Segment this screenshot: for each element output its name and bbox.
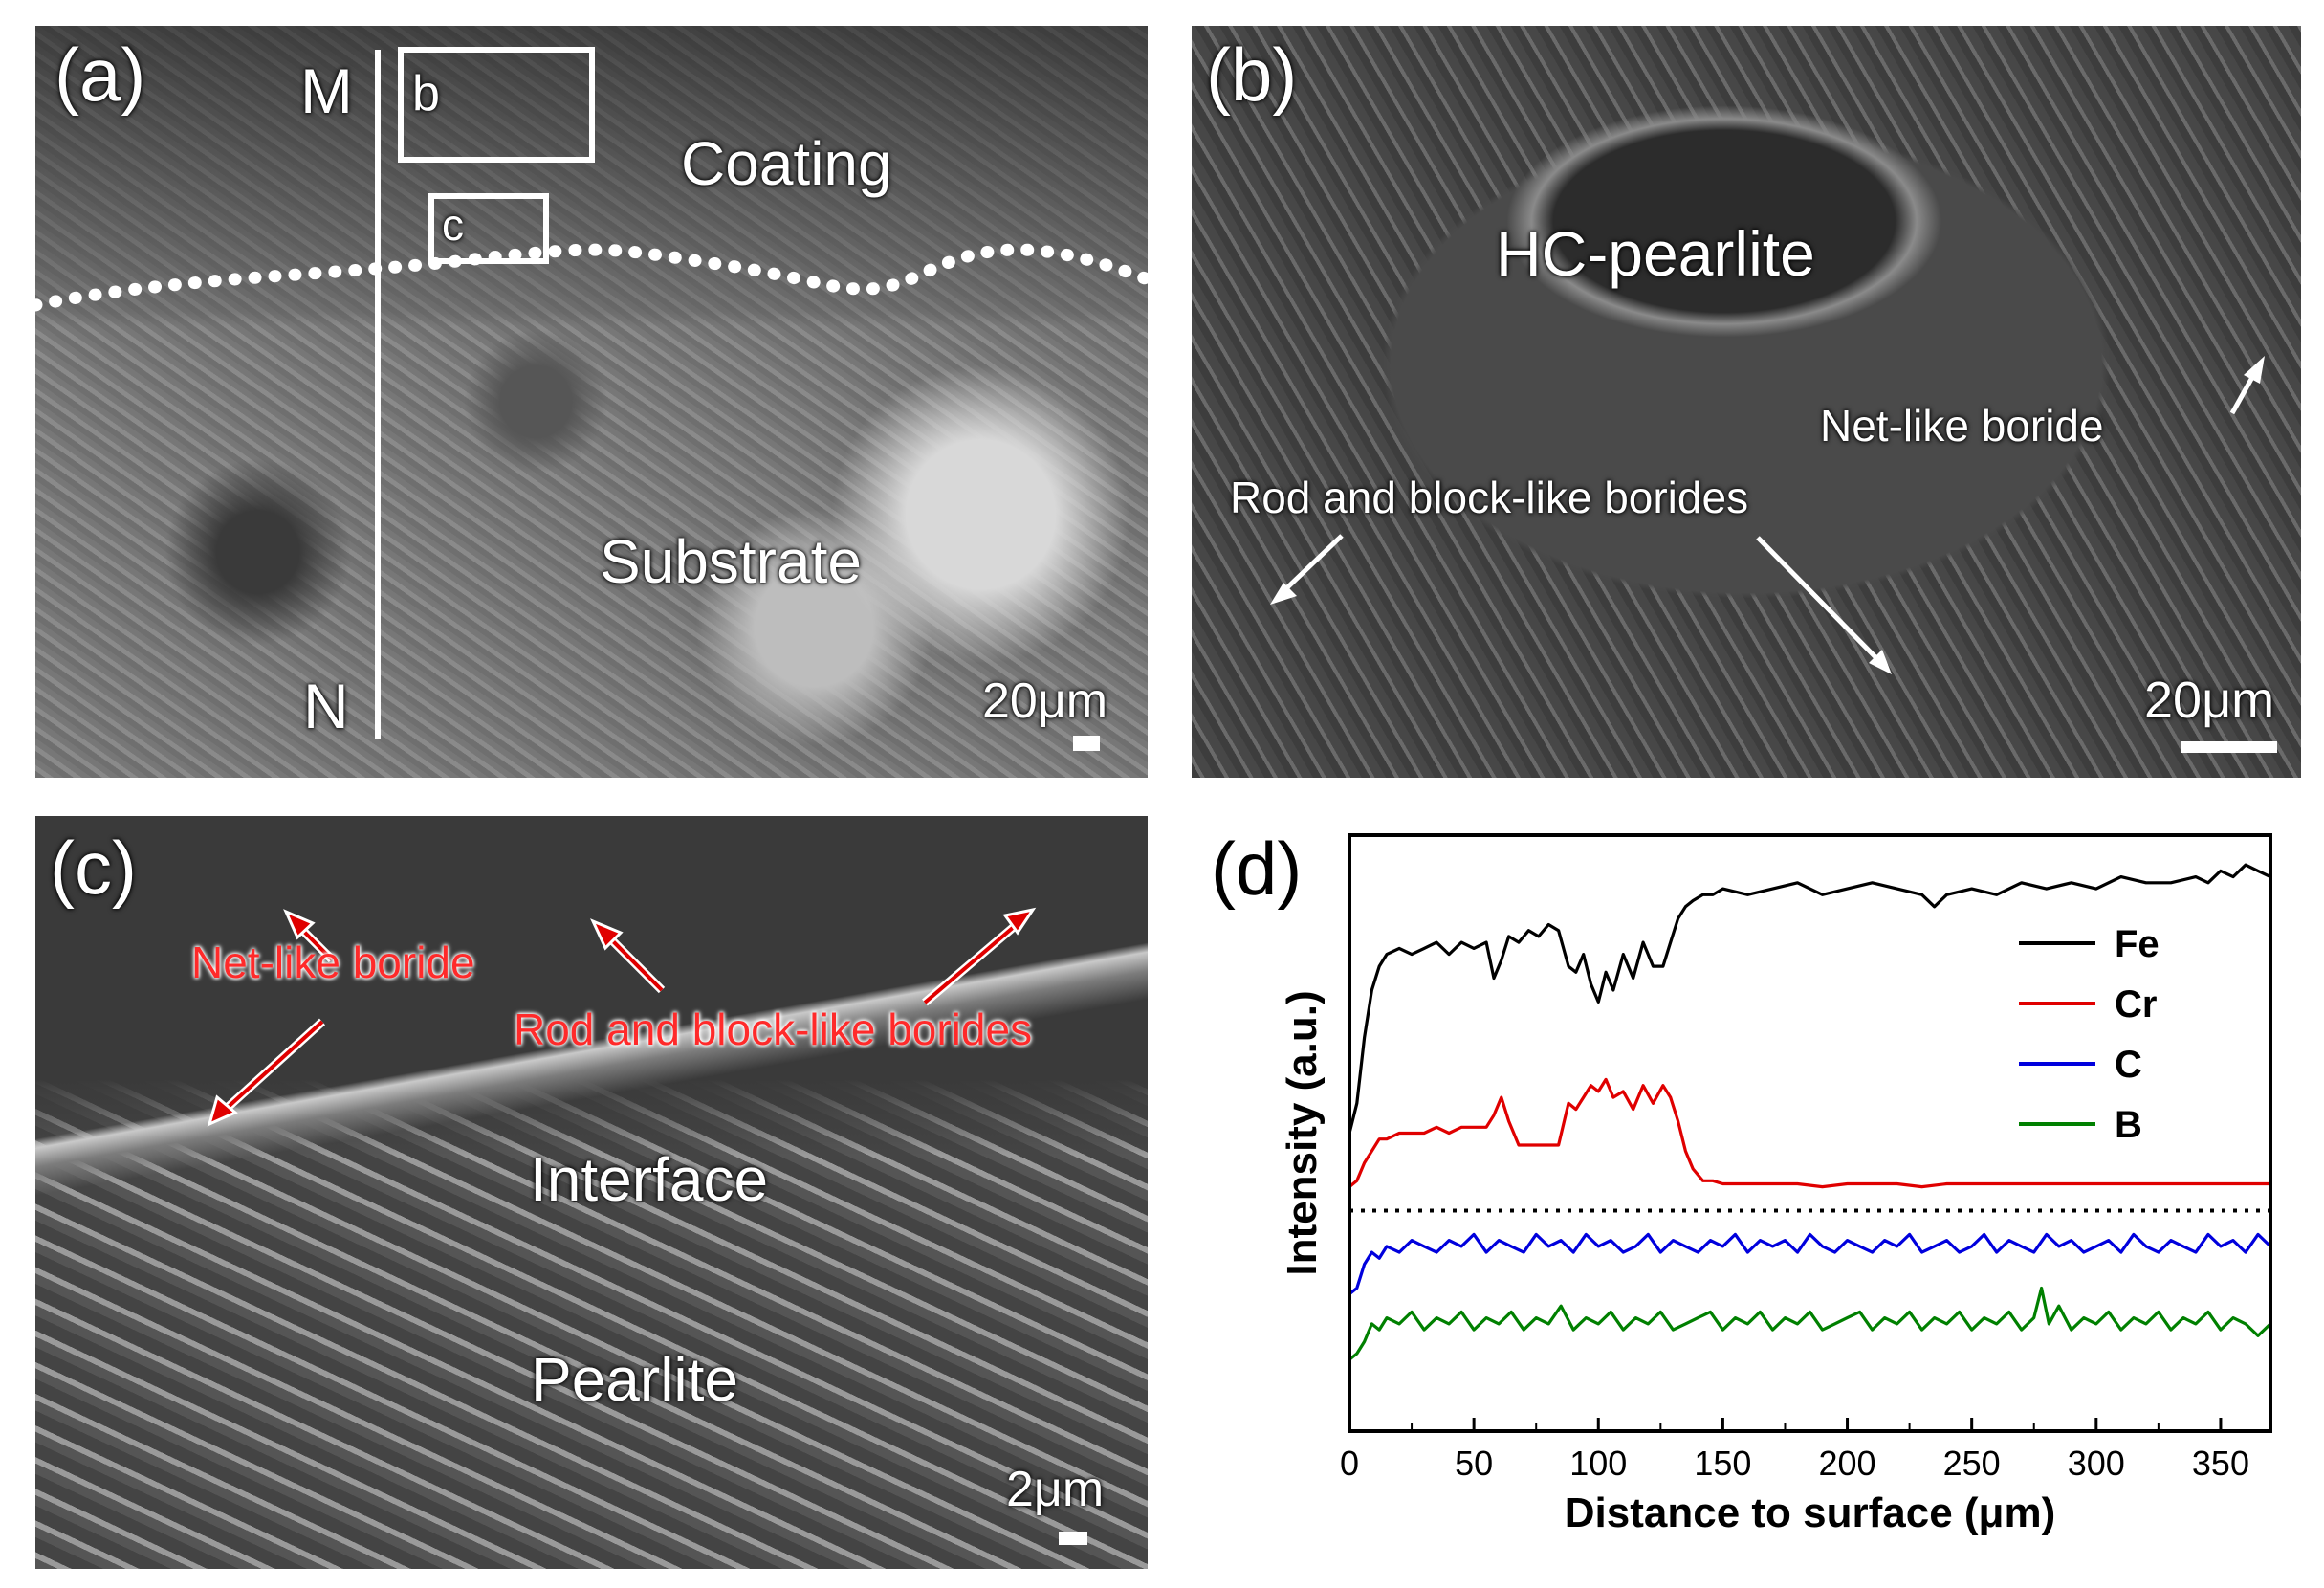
net-boride-label: Net-like boride [1820,401,2104,451]
coating-boundary-dots [35,243,1148,312]
panel-b-overlay [1270,356,2277,753]
x-axis-label: Distance to surface (μm) [1565,1489,2056,1536]
substrate-label: Substrate [600,527,862,596]
scale-bar-a [1073,736,1100,751]
x-tick-label-150: 150 [1694,1444,1751,1483]
scale-label-a: 20μm [982,673,1108,729]
x-tick-label-250: 250 [1943,1444,2001,1483]
x-tick-label-350: 350 [2192,1444,2249,1483]
x-tick-label-100: 100 [1569,1444,1627,1483]
net-boride-label-c: Net-like boride [191,937,475,987]
box-b-label: b [412,66,440,121]
legend-label-cr: Cr [2115,983,2157,1026]
panel-c-overlay [207,907,1087,1545]
axes-group: 0 50 100 150 200 250 300 350 Distance to surface… [1279,833,2272,1536]
line-end-label: N [303,671,349,741]
arrow-rod-boride-left [1281,534,1344,594]
y-axis-label: Intensity (a.u.) [1279,990,1326,1275]
plot-frame [1348,833,2272,1433]
rod-boride-label: Rod and block-like borides [1230,473,1749,522]
hc-pearlite-label: HC-pearlite [1496,218,1815,289]
interface-label: Interface [530,1145,769,1214]
panel-b-letter: (b) [1206,33,1298,117]
sem-image-a: (a) M N b c Coating Substrate 20μm [35,26,1148,778]
panel-c-letter: (c) [50,826,137,910]
x-tick-label-200: 200 [1819,1444,1876,1483]
panel-a-letter: (a) [55,33,146,117]
series-line-fe [1348,863,2271,1134]
arrow-rod-boride-right [1756,536,1882,664]
series-line-b [1348,1286,2272,1361]
scale-label-c: 2μm [1006,1462,1105,1517]
line-start-label: M [300,55,353,126]
x-tick-label-50: 50 [1455,1444,1493,1483]
legend-label-b: B [2115,1104,2142,1146]
sem-image-c: (c) Net-like boride Rod and block-like b… [35,816,1148,1569]
box-c [428,193,549,264]
rod-boride-label-c: Rod and block-like borides [514,1004,1033,1054]
legend-label-fe: Fe [2115,923,2160,965]
series-line-cr [1348,1077,2270,1189]
coating-label: Coating [681,129,892,198]
panel-d-letter: (d) [1211,827,1302,911]
arrow-net-boride-down [220,1020,324,1114]
arrow-rod-boride-right [923,919,1022,1004]
panel-a-overlay [35,47,1148,751]
scale-bar-c [1059,1532,1087,1545]
series-group [1348,863,2272,1361]
arrow-rod-boride-mid [603,931,664,992]
x-tick-label-0: 0 [1340,1444,1359,1483]
pearlite-label: Pearlite [531,1345,738,1414]
eds-line-profile-chart: 0 50 100 150 200 250 300 350 Distance to surface… [1192,816,2324,1583]
x-tick-label-300: 300 [2068,1444,2125,1483]
box-c-label: c [442,200,464,250]
scale-bar-b [2181,741,2277,753]
chart-legend: Fe Cr CB [2019,923,2160,1146]
series-line-c [1348,1232,2272,1295]
legend-label-c: C [2115,1044,2142,1086]
scale-label-b: 20μm [2144,672,2275,729]
sem-image-b: (b) HC-pearlite Net-like boride Rod and … [1192,26,2301,778]
box-b [398,47,595,163]
chart-svg: 0 50 100 150 200 250 300 350 Distance to surface… [1211,827,2272,1536]
